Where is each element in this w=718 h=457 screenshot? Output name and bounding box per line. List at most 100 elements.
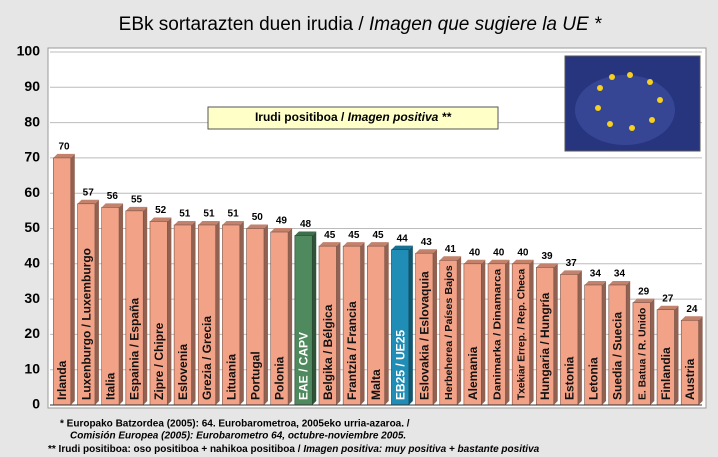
category-label: Luxenburgo / Luxemburgo bbox=[79, 248, 93, 400]
annotation: Irudi positiboa / Imagen positiva ** bbox=[255, 110, 452, 124]
category-label: Letonia bbox=[587, 357, 601, 400]
chart-title: EBk sortarazten duen irudia / Imagen que… bbox=[119, 14, 602, 35]
value-label: 24 bbox=[686, 304, 698, 315]
bar-side bbox=[626, 280, 631, 405]
value-label: 39 bbox=[541, 251, 553, 262]
bar-side bbox=[215, 220, 220, 405]
bar-side bbox=[360, 242, 365, 405]
y-tick-label: 0 bbox=[32, 396, 40, 412]
bar-side bbox=[239, 220, 244, 405]
y-tick-label: 20 bbox=[24, 325, 40, 341]
value-label: 41 bbox=[445, 244, 457, 255]
bar-side bbox=[674, 305, 679, 405]
eu-flag bbox=[564, 55, 701, 152]
category-label: Eslovenia bbox=[176, 344, 190, 400]
value-label: 45 bbox=[348, 230, 360, 241]
bar-side bbox=[336, 242, 341, 405]
bar-top bbox=[439, 256, 462, 261]
value-label: 50 bbox=[252, 212, 264, 223]
bar-top bbox=[343, 242, 365, 247]
bar-top bbox=[367, 242, 389, 247]
bar-side bbox=[143, 206, 148, 405]
category-label: Frantzia / Francia bbox=[345, 301, 359, 400]
y-tick-label: 30 bbox=[24, 290, 40, 306]
footnote-spanish: Imagen positiva: muy positiva + bastante… bbox=[303, 444, 539, 455]
bar-side bbox=[457, 256, 462, 405]
category-label: Eslovakia / Eslovaquia bbox=[417, 271, 431, 400]
bar-top bbox=[657, 305, 679, 310]
category-label: Malta bbox=[369, 369, 383, 400]
value-label: 49 bbox=[276, 216, 288, 227]
bar-side bbox=[408, 245, 413, 405]
category-label: E. Batua / R. Unido bbox=[637, 308, 648, 400]
y-tick-label: 40 bbox=[24, 255, 40, 271]
category-label: Estonia bbox=[562, 356, 576, 400]
value-label: 45 bbox=[372, 230, 384, 241]
value-label: 51 bbox=[228, 209, 240, 220]
footnote-basque: ** Irudi positiboa: oso positiboa + nahi… bbox=[48, 444, 301, 455]
category-label: Herbeherea / Países Bajos bbox=[444, 265, 455, 400]
bar-top bbox=[222, 220, 244, 225]
y-tick-label: 80 bbox=[24, 113, 40, 129]
bar-side bbox=[94, 199, 99, 405]
bar-side bbox=[432, 249, 437, 405]
bar-top bbox=[77, 199, 99, 204]
value-label: 70 bbox=[59, 142, 71, 153]
value-label: 45 bbox=[324, 230, 336, 241]
bar-side bbox=[505, 259, 510, 405]
category-label: Txekiar Errep. / Rep. Checa bbox=[517, 268, 528, 400]
annotation-spanish: Imagen positiva ** bbox=[348, 110, 453, 124]
y-tick-label: 70 bbox=[24, 149, 40, 165]
value-label: 40 bbox=[493, 247, 505, 258]
bar-side bbox=[70, 153, 75, 405]
category-label: Alemania bbox=[466, 346, 480, 400]
category-label: Polonia bbox=[273, 356, 287, 400]
bar-side bbox=[698, 316, 703, 405]
bar-top bbox=[101, 203, 124, 208]
bar-top bbox=[632, 298, 655, 303]
value-label: 52 bbox=[155, 205, 167, 216]
category-label: Espainia / España bbox=[128, 298, 142, 400]
bar-side bbox=[529, 259, 534, 405]
bar-side bbox=[553, 263, 558, 405]
category-label: Portugal bbox=[248, 351, 262, 400]
category-label: Irlanda bbox=[55, 360, 69, 400]
value-label: 51 bbox=[203, 209, 215, 220]
value-label: 43 bbox=[421, 237, 433, 248]
category-label: EB25 / UE25 bbox=[393, 330, 407, 400]
value-label: 55 bbox=[131, 194, 143, 205]
value-label: 51 bbox=[179, 209, 191, 220]
value-label: 37 bbox=[566, 258, 578, 269]
value-label: 57 bbox=[83, 187, 95, 198]
bar-side bbox=[602, 280, 607, 405]
bar-top bbox=[319, 242, 341, 247]
title-spanish: Imagen que sugiere la UE * bbox=[369, 14, 602, 35]
bar-top bbox=[198, 220, 220, 225]
footnote: ** Irudi positiboa: oso positiboa + nahi… bbox=[48, 444, 540, 455]
value-label: 34 bbox=[590, 269, 602, 280]
y-tick-label: 100 bbox=[17, 43, 41, 59]
category-label: Italia bbox=[104, 372, 118, 400]
bar-top bbox=[270, 228, 293, 233]
footnote: Comisión Europea (2005): Eurobarometro 6… bbox=[70, 431, 406, 442]
bar-top bbox=[681, 316, 703, 321]
bar-top bbox=[125, 206, 148, 211]
bar-side bbox=[384, 242, 389, 405]
bar-top bbox=[415, 249, 437, 254]
value-label: 34 bbox=[614, 269, 626, 280]
category-label: Suedia / Suecia bbox=[611, 312, 625, 400]
y-tick-label: 10 bbox=[24, 360, 40, 376]
bar-top bbox=[512, 259, 534, 264]
bar-side bbox=[650, 298, 655, 405]
bar-top bbox=[608, 280, 631, 285]
value-label: 56 bbox=[107, 191, 119, 202]
bar-side bbox=[577, 270, 582, 405]
bar-top bbox=[560, 270, 582, 275]
bar-side bbox=[191, 220, 196, 405]
bar-top bbox=[391, 245, 413, 250]
bar-top bbox=[149, 217, 172, 222]
bar-top bbox=[53, 153, 75, 158]
bar-top bbox=[463, 259, 486, 264]
bar-top bbox=[536, 263, 558, 268]
